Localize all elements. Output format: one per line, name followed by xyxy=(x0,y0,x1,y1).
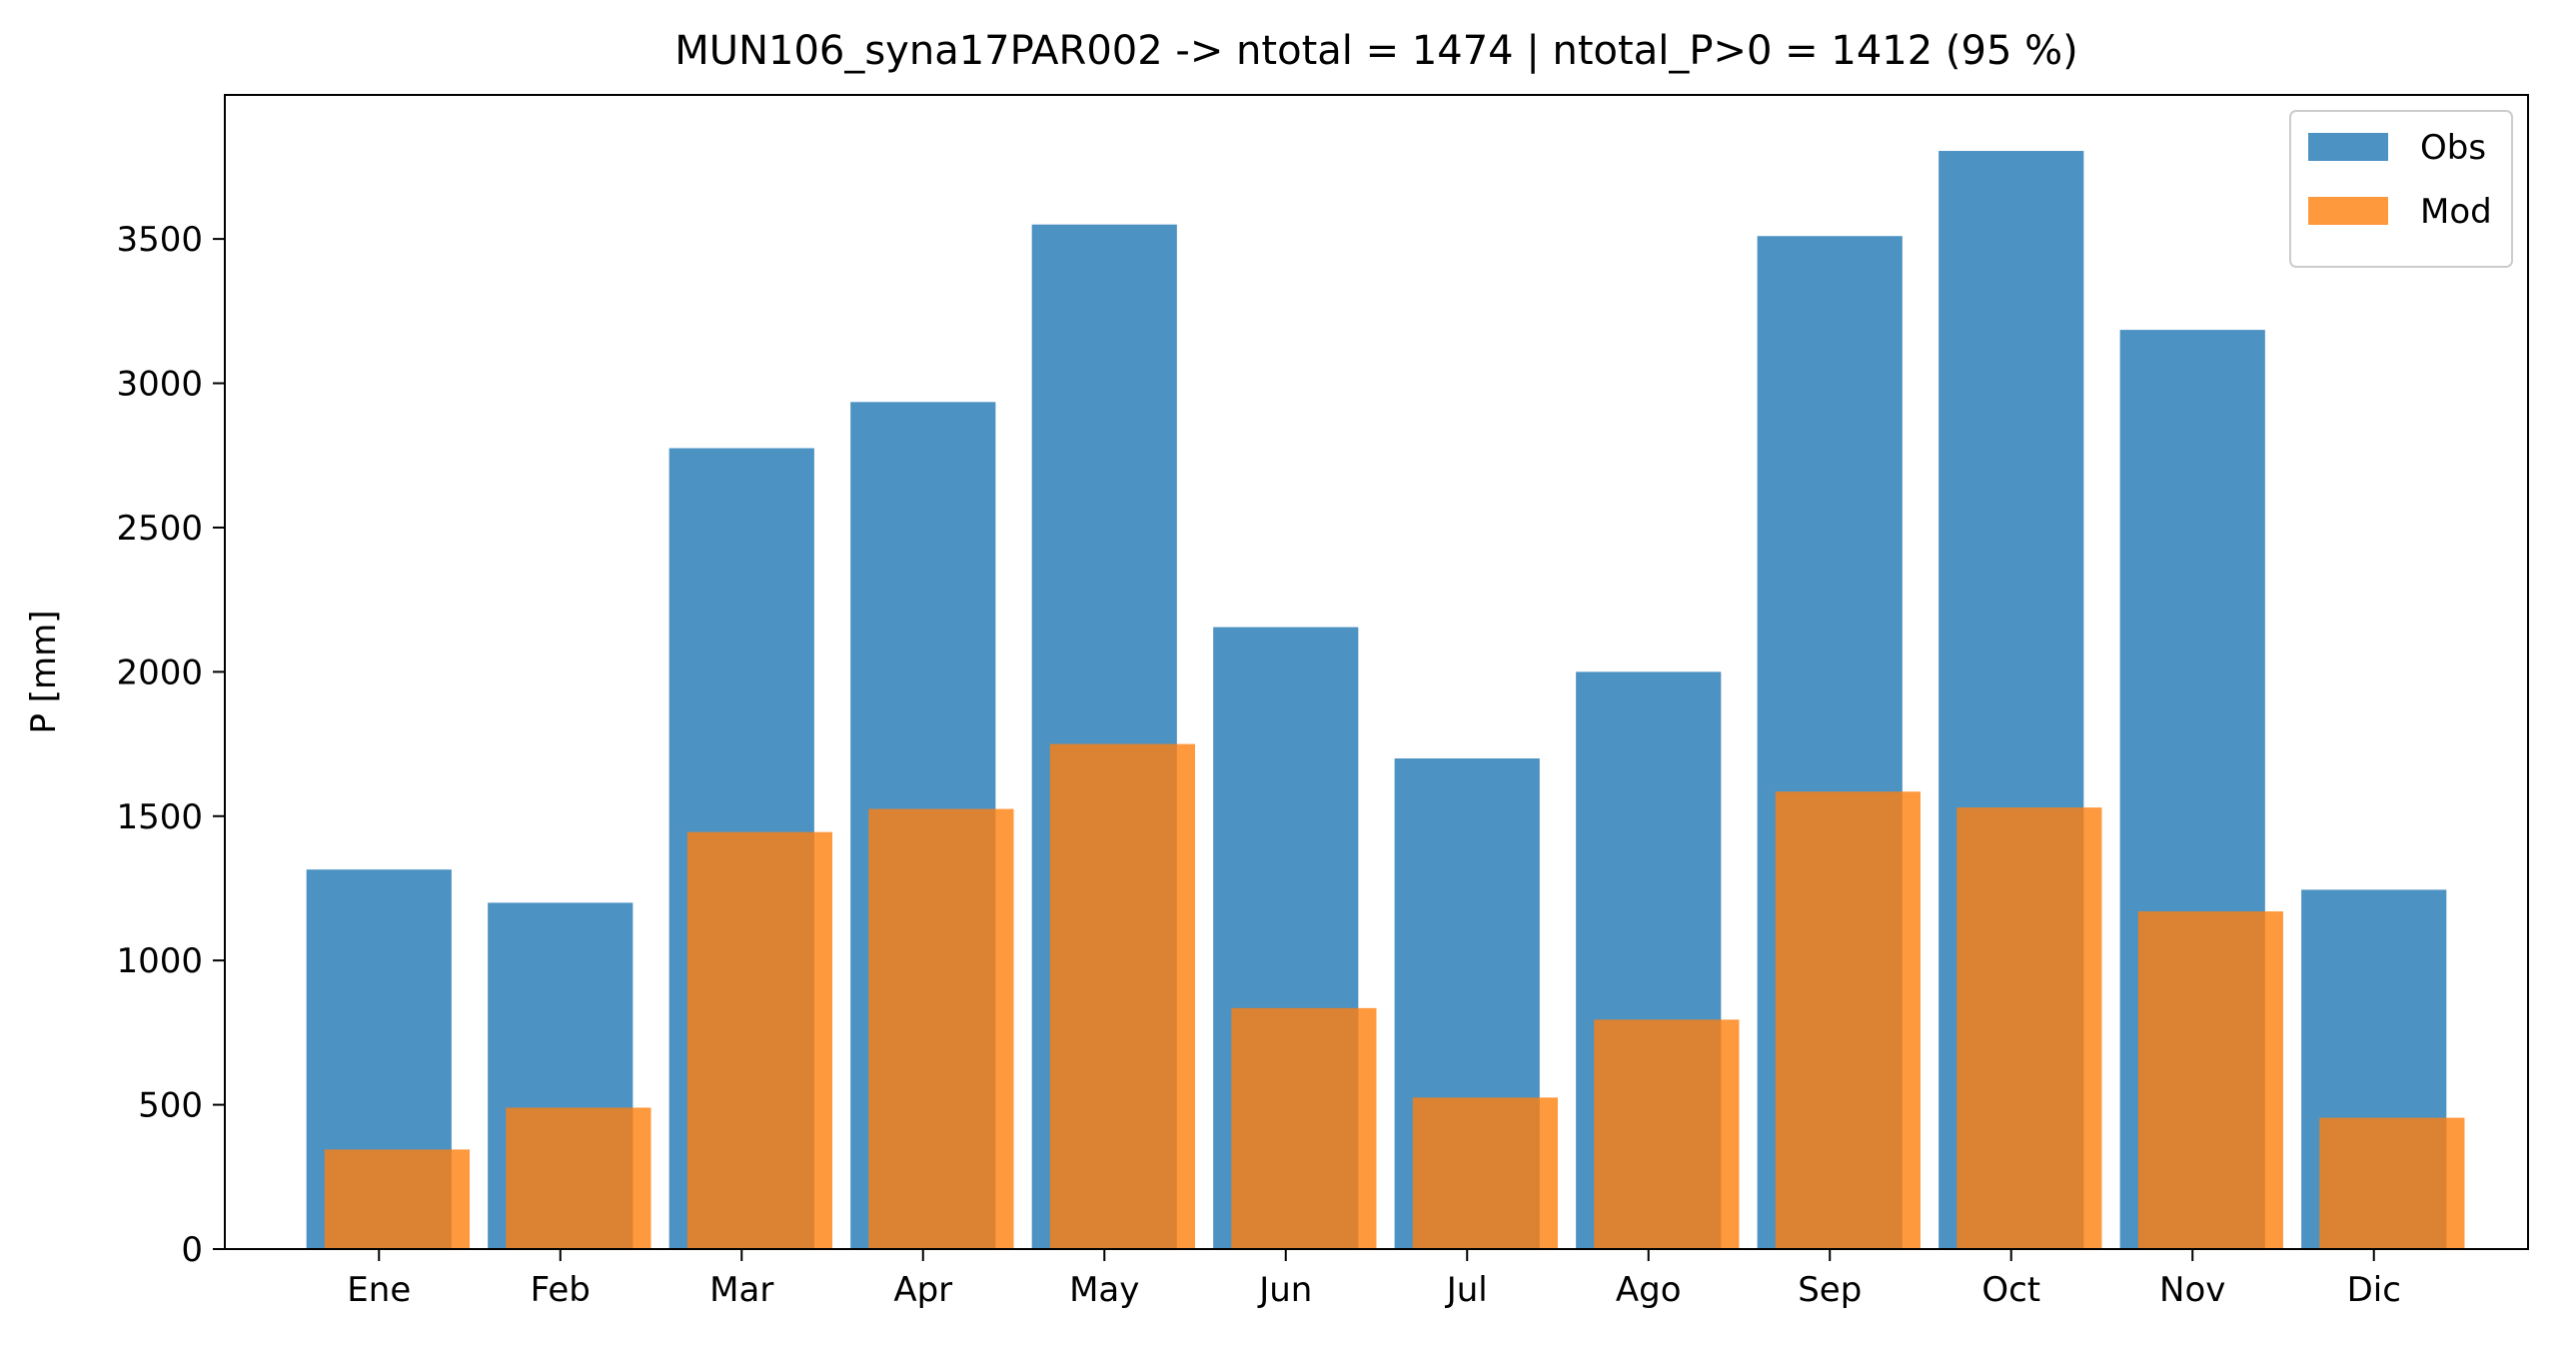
legend-label-mod: Mod xyxy=(2420,192,2492,232)
bar-mod-apr xyxy=(868,808,1014,1249)
x-tick-label: Apr xyxy=(893,1270,952,1310)
bar-mod-dic xyxy=(2319,1117,2465,1249)
y-tick-label: 3500 xyxy=(116,220,203,260)
bar-mod-ago xyxy=(1594,1019,1740,1249)
x-tick-label: Nov xyxy=(2159,1270,2225,1310)
bar-mod-oct xyxy=(1956,807,2102,1249)
y-tick-label: 2000 xyxy=(116,653,203,692)
x-tick-label: Jun xyxy=(1257,1270,1312,1310)
bar-mod-sep xyxy=(1775,791,1921,1249)
y-tick-label: 3000 xyxy=(116,365,203,405)
y-tick-label: 500 xyxy=(138,1086,203,1126)
legend-label-obs: Obs xyxy=(2420,128,2486,168)
x-tick-label: Mar xyxy=(709,1270,773,1310)
bars-layer xyxy=(306,151,2465,1250)
legend-swatch-mod xyxy=(2308,197,2388,225)
y-axis-label: P [mm] xyxy=(24,610,64,733)
x-tick-label: Sep xyxy=(1798,1270,1862,1310)
chart-title: MUN106_syna17PAR002 -> ntotal = 1474 | n… xyxy=(674,28,2077,74)
x-tick-label: Dic xyxy=(2347,1270,2401,1310)
y-tick-label: 1500 xyxy=(116,797,203,837)
bar-mod-feb xyxy=(506,1107,651,1249)
x-tick-label: May xyxy=(1069,1270,1139,1310)
bar-mod-nov xyxy=(2137,911,2283,1249)
y-tick-label: 2500 xyxy=(116,509,203,549)
y-tick-label: 0 xyxy=(181,1230,203,1270)
legend-swatch-obs xyxy=(2308,133,2388,161)
bar-mod-mar xyxy=(686,831,833,1249)
x-tick-label: Oct xyxy=(1981,1270,2040,1310)
bar-mod-jul xyxy=(1412,1097,1558,1249)
bar-mod-may xyxy=(1049,743,1196,1249)
x-tick-label: Ene xyxy=(347,1270,411,1310)
x-tick-label: Feb xyxy=(531,1270,591,1310)
legend: Obs Mod xyxy=(2289,110,2513,268)
axes-layer: Ene Feb Mar Apr May Jun Jul Ago Sep Oct Nov Dic 0 500… xyxy=(116,94,2529,1310)
y-tick-label: 1000 xyxy=(116,941,203,981)
bar-mod-jun xyxy=(1231,1007,1377,1249)
x-tick-label: Jul xyxy=(1445,1270,1488,1310)
bar-mod-ene xyxy=(324,1149,471,1249)
x-tick-label: Ago xyxy=(1616,1270,1682,1310)
